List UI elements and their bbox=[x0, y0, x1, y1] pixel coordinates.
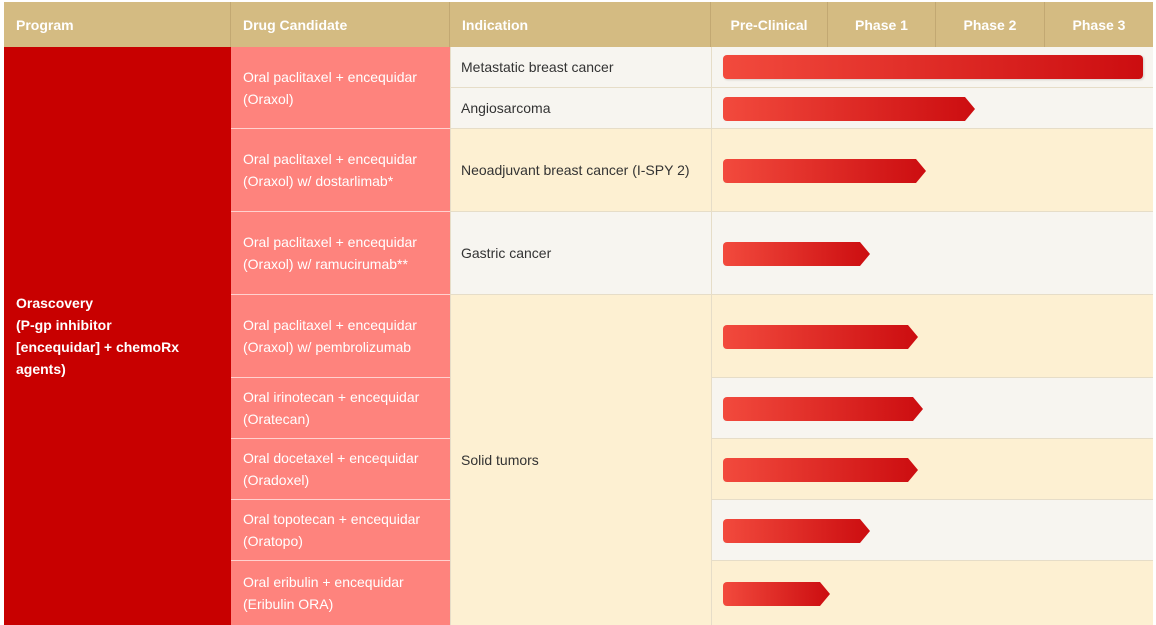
indication-cell: Solid tumors bbox=[450, 294, 711, 625]
drug-name: Oral paclitaxel + encequidar (Oraxol) bbox=[243, 68, 417, 107]
program-name-line: [encequidar] + chemoRx bbox=[16, 339, 179, 355]
drug-cell: Oral eribulin + encequidar (Eribulin ORA… bbox=[231, 560, 450, 625]
indication-label: Angiosarcoma bbox=[461, 100, 551, 116]
program-name-line: Orascovery bbox=[16, 295, 94, 311]
drug-name: Oral topotecan + encequidar (Oratopo) bbox=[243, 511, 421, 549]
header-phase-2: Phase 2 bbox=[936, 2, 1045, 47]
drug-name: Oral paclitaxel + encequidar (Oraxol) w/… bbox=[243, 317, 417, 355]
progress-row bbox=[711, 560, 1153, 625]
progress-bar bbox=[723, 397, 923, 421]
progress-bar bbox=[723, 582, 830, 606]
drug-name: Oral eribulin + encequidar (Eribulin ORA… bbox=[243, 574, 404, 612]
progress-row bbox=[711, 211, 1153, 294]
indication-cell: Neoadjuvant breast cancer (I-SPY 2) bbox=[450, 128, 711, 211]
program-name: Orascovery (P-gp inhibitor [encequidar] … bbox=[16, 292, 179, 380]
drug-name: Oral paclitaxel + encequidar (Oraxol) w/… bbox=[243, 234, 417, 272]
drug-cell: Oral paclitaxel + encequidar (Oraxol) bbox=[231, 47, 450, 128]
indication-label: Gastric cancer bbox=[461, 245, 552, 261]
drug-cell: Oral docetaxel + encequidar (Oradoxel) bbox=[231, 438, 450, 499]
indication-label: Neoadjuvant breast cancer (I-SPY 2) bbox=[461, 162, 690, 178]
progress-row bbox=[711, 499, 1153, 560]
header-program: Program bbox=[4, 2, 231, 47]
progress-bar bbox=[723, 159, 926, 183]
progress-bar bbox=[723, 519, 870, 543]
drug-cell: Oral irinotecan + encequidar (Oratecan) bbox=[231, 377, 450, 438]
header-phase-1: Phase 1 bbox=[828, 2, 936, 47]
drug-name: Oral paclitaxel + encequidar (Oraxol) w/… bbox=[243, 151, 417, 189]
indication-label: Metastatic breast cancer bbox=[461, 59, 614, 75]
progress-row bbox=[711, 377, 1153, 438]
indication-cell: Gastric cancer bbox=[450, 211, 711, 294]
indication-cell: Metastatic breast cancer bbox=[450, 47, 711, 87]
header-phase-3: Phase 3 bbox=[1045, 2, 1153, 47]
pipeline-table: Program Drug Candidate Indication Pre-Cl… bbox=[4, 2, 1153, 625]
header-indication: Indication bbox=[450, 2, 711, 47]
progress-bar bbox=[723, 55, 1143, 79]
drug-cell: Oral topotecan + encequidar (Oratopo) bbox=[231, 499, 450, 560]
program-name-line: agents) bbox=[16, 361, 66, 377]
progress-row bbox=[711, 128, 1153, 211]
program-name-line: (P-gp inhibitor bbox=[16, 317, 112, 333]
drug-name: Oral irinotecan + encequidar (Oratecan) bbox=[243, 389, 420, 427]
progress-bar bbox=[723, 325, 918, 349]
drug-name: Oral docetaxel + encequidar (Oradoxel) bbox=[243, 450, 419, 488]
progress-row bbox=[711, 294, 1153, 377]
progress-row bbox=[711, 438, 1153, 499]
header-pre-clinical: Pre-Clinical bbox=[711, 2, 828, 47]
drug-cell: Oral paclitaxel + encequidar (Oraxol) w/… bbox=[231, 128, 450, 211]
progress-row bbox=[711, 47, 1153, 87]
drug-cell: Oral paclitaxel + encequidar (Oraxol) w/… bbox=[231, 211, 450, 294]
program-cell: Orascovery (P-gp inhibitor [encequidar] … bbox=[4, 47, 231, 625]
indication-cell: Angiosarcoma bbox=[450, 87, 711, 128]
progress-row bbox=[711, 87, 1153, 128]
progress-bar bbox=[723, 458, 918, 482]
drug-cell: Oral paclitaxel + encequidar (Oraxol) w/… bbox=[231, 294, 450, 377]
progress-bar bbox=[723, 242, 870, 266]
indication-label: Solid tumors bbox=[461, 452, 539, 468]
header-drug-candidate: Drug Candidate bbox=[231, 2, 450, 47]
progress-bar bbox=[723, 97, 975, 121]
